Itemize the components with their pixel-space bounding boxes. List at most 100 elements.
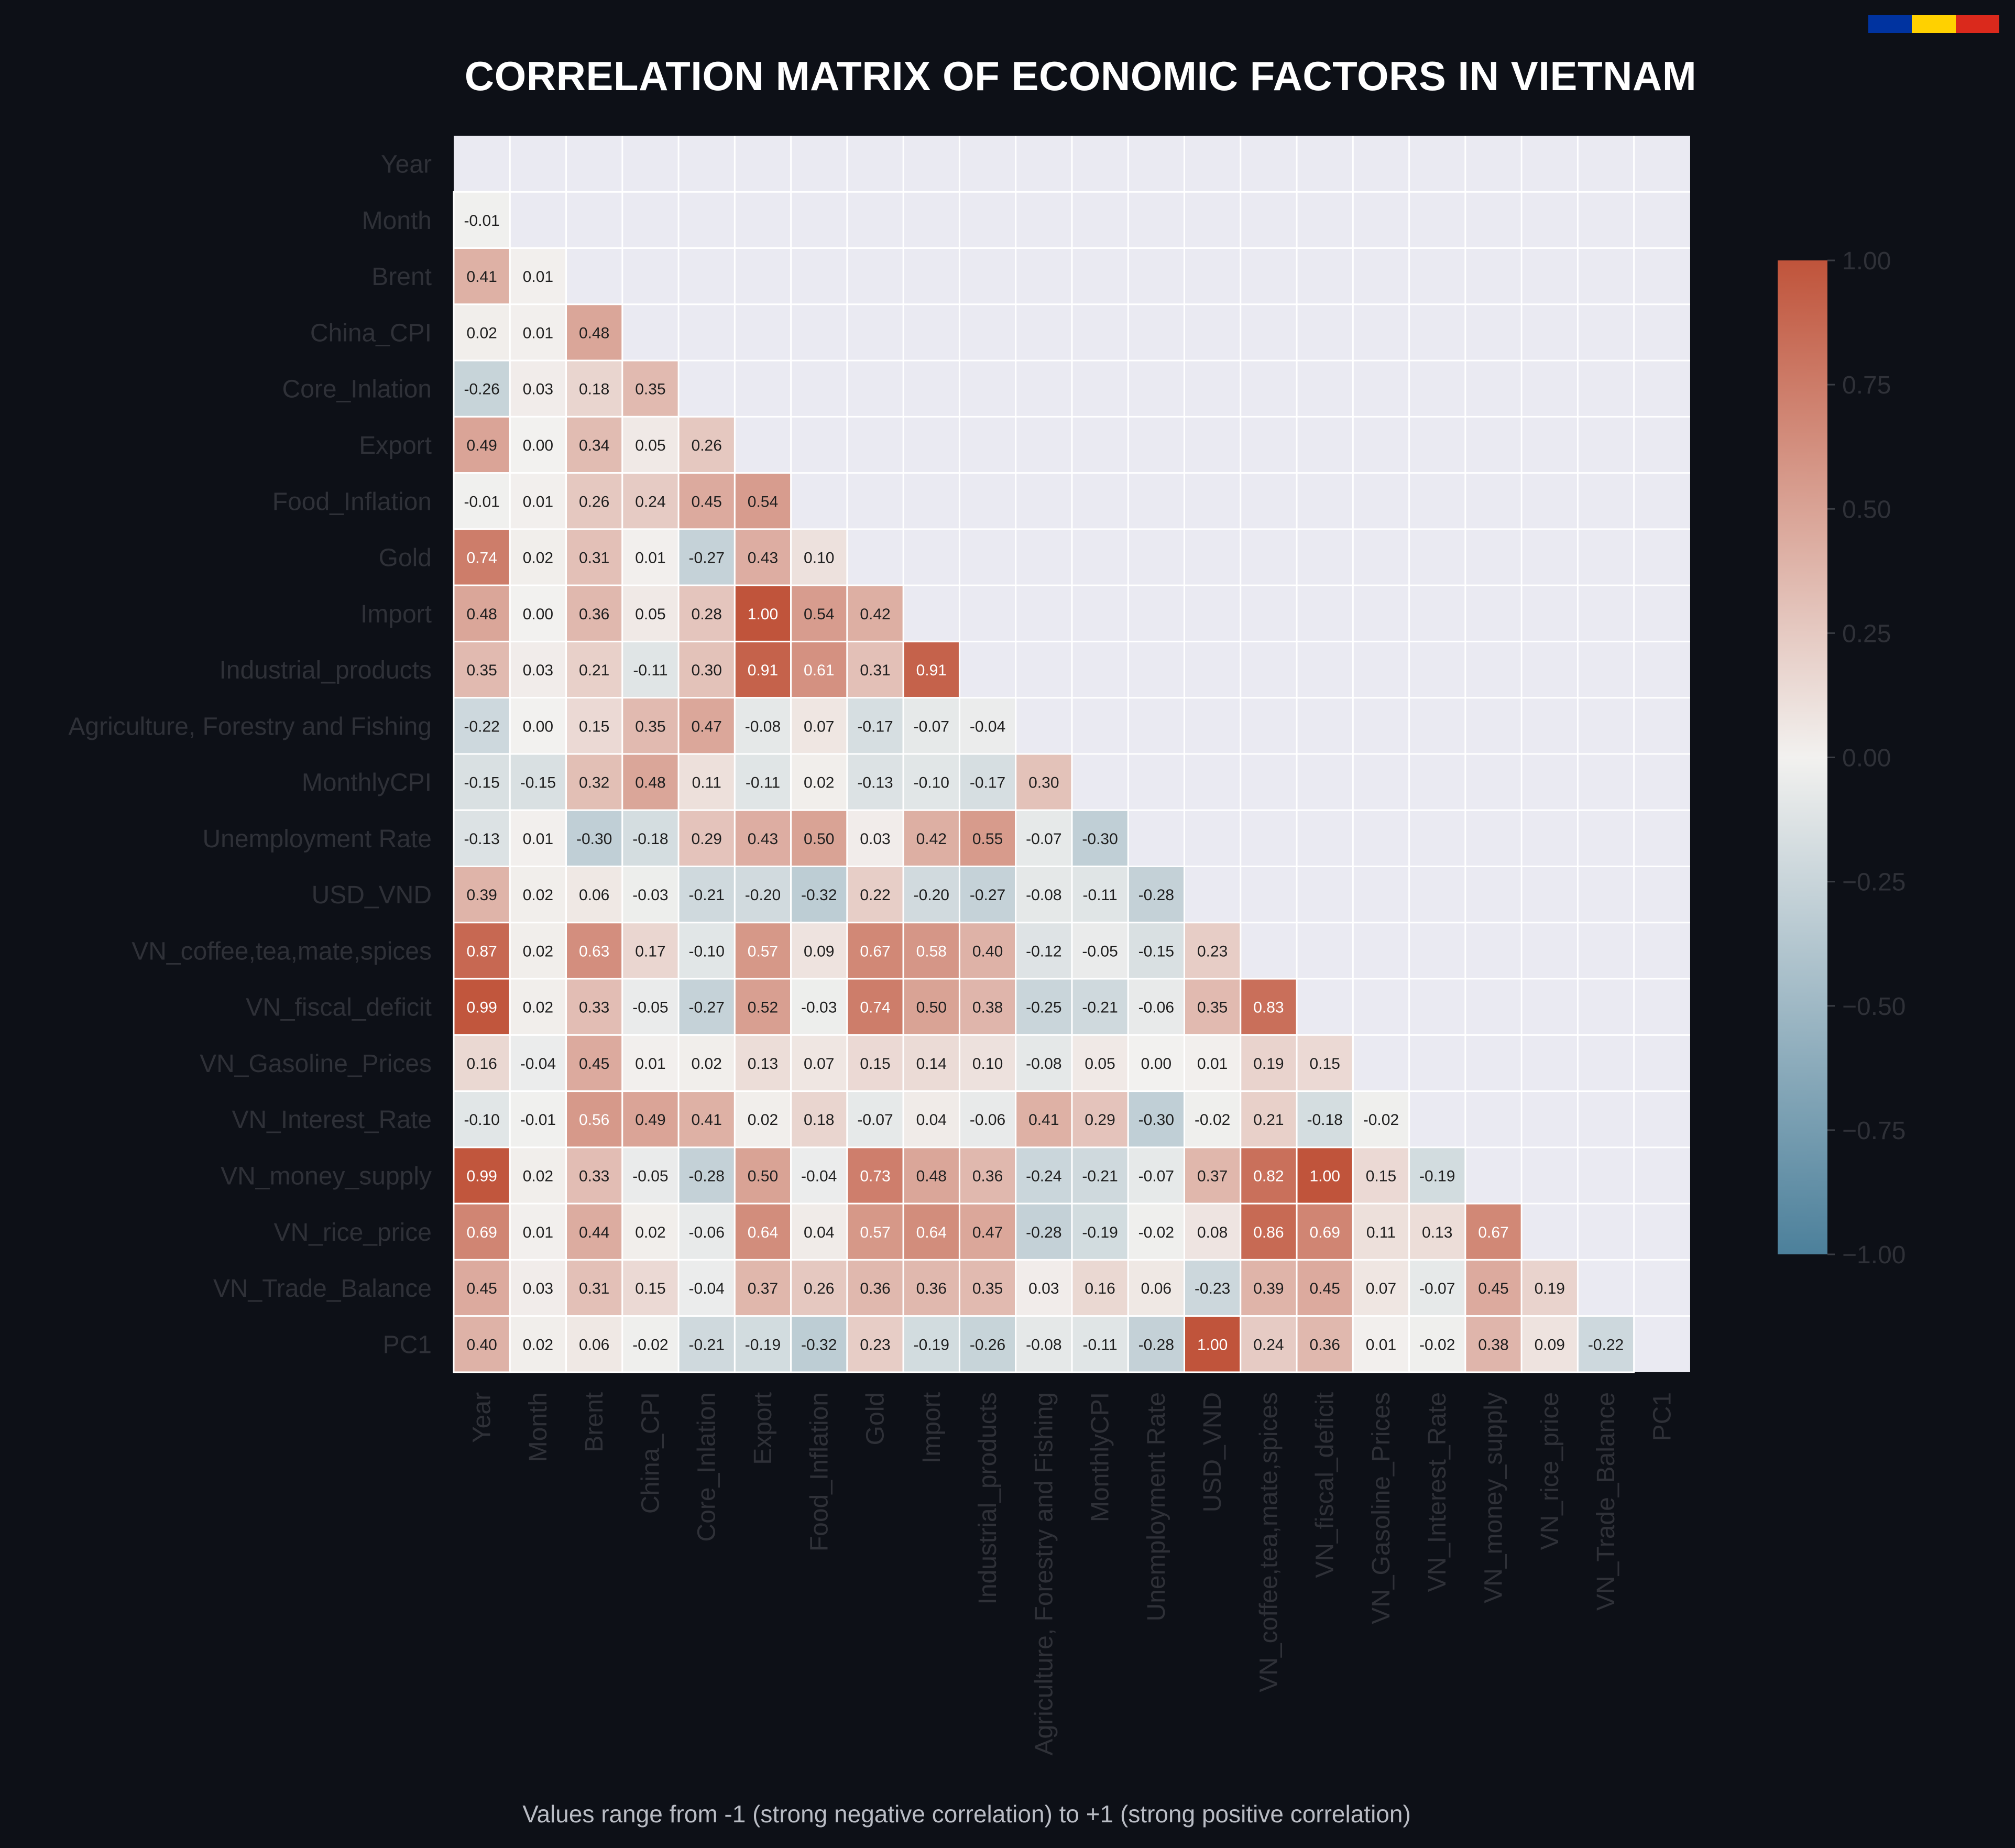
cell-value-label: 0.00	[523, 606, 553, 623]
cell-value-label: 0.26	[804, 1280, 834, 1297]
cell-value-label: 0.36	[579, 606, 609, 623]
heatmap-cell	[453, 1259, 511, 1317]
cell-value-label: 0.37	[748, 1280, 778, 1297]
cell-value-label: -0.11	[746, 774, 780, 792]
x-tick-label: Unemployment Rate	[1143, 1392, 1170, 1622]
heatmap-cell	[565, 528, 623, 586]
cell-value-label: -0.01	[464, 493, 499, 510]
heatmap-cell	[565, 697, 623, 755]
cell-value-label: -0.30	[576, 830, 612, 848]
heatmap-cell	[453, 866, 511, 924]
cell-value-label: 0.00	[523, 437, 553, 454]
cell-value-label: -0.07	[1026, 830, 1061, 848]
cell-value-label: 0.22	[860, 887, 890, 904]
heatmap-cell	[733, 1202, 792, 1261]
heatmap-cell	[1576, 1315, 1635, 1373]
cell-value-label: -0.08	[1026, 1336, 1061, 1353]
cell-value-label: 0.01	[523, 1224, 553, 1241]
heatmap-cell	[1127, 922, 1186, 980]
y-tick-label: Export	[359, 432, 432, 460]
heatmap-cell	[677, 1202, 736, 1261]
cell-value-label: 0.02	[523, 1336, 553, 1353]
cell-value-label: -0.15	[464, 774, 499, 792]
cell-value-label: 0.03	[523, 381, 553, 398]
heatmap-cell	[621, 922, 680, 980]
cell-value-label: 0.56	[579, 1111, 609, 1129]
heatmap-cell	[1520, 1259, 1579, 1317]
cell-value-label: 0.64	[748, 1224, 778, 1241]
heatmap-cell	[902, 753, 960, 811]
heatmap-cell	[1296, 1090, 1354, 1149]
cell-value-label: 0.39	[1253, 1280, 1284, 1297]
cell-value-label: 0.82	[1253, 1167, 1284, 1185]
y-tick-label: Industrial_products	[219, 657, 432, 684]
cell-value-label: -0.19	[1082, 1224, 1118, 1241]
y-tick-label: China_CPI	[310, 319, 432, 347]
cell-value-label: 0.69	[1309, 1224, 1340, 1241]
heatmap-cell	[453, 303, 511, 362]
flag-stripe-red	[1955, 15, 1999, 33]
cell-value-label: 0.26	[579, 493, 609, 510]
cell-value-label: -0.01	[520, 1111, 556, 1129]
x-tick-label: Month	[524, 1392, 552, 1462]
cell-value-label: 1.00	[748, 606, 778, 623]
cell-value-label: -0.30	[1082, 830, 1118, 848]
x-tick-label: Agriculture, Forestry and Fishing	[1030, 1392, 1058, 1756]
cell-value-label: -0.01	[464, 212, 499, 229]
heatmap-cell	[958, 1202, 1017, 1261]
cell-value-label: 0.32	[579, 774, 609, 792]
cell-value-label: 0.73	[860, 1167, 890, 1185]
cell-value-label: 0.33	[579, 999, 609, 1016]
heatmap-cell	[1015, 1259, 1073, 1317]
heatmap-cell	[677, 697, 736, 755]
cell-value-label: 0.09	[804, 943, 834, 960]
cell-value-label: 0.42	[916, 830, 947, 848]
cell-value-label: -0.07	[857, 1111, 893, 1129]
heatmap-cell	[509, 1146, 567, 1205]
heatmap-cell	[677, 415, 736, 474]
y-tick-label: Core_Inlation	[282, 376, 432, 403]
heatmap-cell	[1352, 1146, 1410, 1205]
cell-value-label: 0.03	[860, 830, 890, 848]
cell-value-label: 0.47	[692, 718, 722, 735]
cell-value-label: -0.03	[801, 999, 837, 1016]
cell-value-label: 0.24	[635, 493, 665, 510]
cell-value-label: 0.07	[1366, 1280, 1396, 1297]
cell-value-label: 0.04	[916, 1111, 947, 1129]
cell-value-label: -0.07	[1138, 1167, 1174, 1185]
cell-value-label: -0.04	[520, 1055, 556, 1073]
cell-value-label: -0.19	[1419, 1167, 1455, 1185]
heatmap-cell	[1520, 1315, 1579, 1373]
heatmap-cell	[846, 1090, 904, 1149]
y-tick-label: PC1	[383, 1331, 432, 1359]
x-tick-label: VN_rice_price	[1536, 1392, 1564, 1550]
heatmap-cell	[902, 1090, 960, 1149]
cell-value-label: 0.57	[860, 1224, 890, 1241]
heatmap-cell	[1408, 1259, 1466, 1317]
cell-value-label: 0.13	[1422, 1224, 1452, 1241]
heatmap-cell	[509, 584, 567, 642]
heatmap-cell	[1071, 1315, 1129, 1373]
cell-value-label: -0.28	[1138, 1336, 1174, 1353]
cell-value-label: -0.10	[464, 1111, 499, 1129]
heatmap-cell	[790, 1315, 848, 1373]
y-tick-label: Agriculture, Forestry and Fishing	[68, 713, 432, 740]
cell-value-label: -0.22	[1588, 1336, 1624, 1353]
y-tick-label: Month	[362, 207, 432, 235]
colorbar-tick-label: −1.00	[1842, 1241, 1906, 1269]
y-tick-label: VN_money_supply	[221, 1162, 432, 1190]
cell-value-label: 0.35	[466, 662, 497, 679]
heatmap-cell	[1071, 1202, 1129, 1261]
cell-value-label: 0.55	[972, 830, 1003, 848]
heatmap-cell	[790, 528, 848, 586]
cell-value-label: 0.43	[748, 550, 778, 567]
heatmap-cell	[509, 1090, 567, 1149]
cell-value-label: 0.30	[1028, 774, 1059, 792]
cell-value-label: 0.09	[1535, 1336, 1565, 1353]
cell-value-label: 0.00	[1141, 1055, 1171, 1073]
heatmap-cell	[1184, 1315, 1242, 1373]
cell-value-label: -0.11	[1083, 887, 1118, 904]
heatmap-cell	[677, 528, 736, 586]
y-tick-label: USD_VND	[312, 881, 432, 909]
cell-value-label: 0.18	[579, 381, 609, 398]
